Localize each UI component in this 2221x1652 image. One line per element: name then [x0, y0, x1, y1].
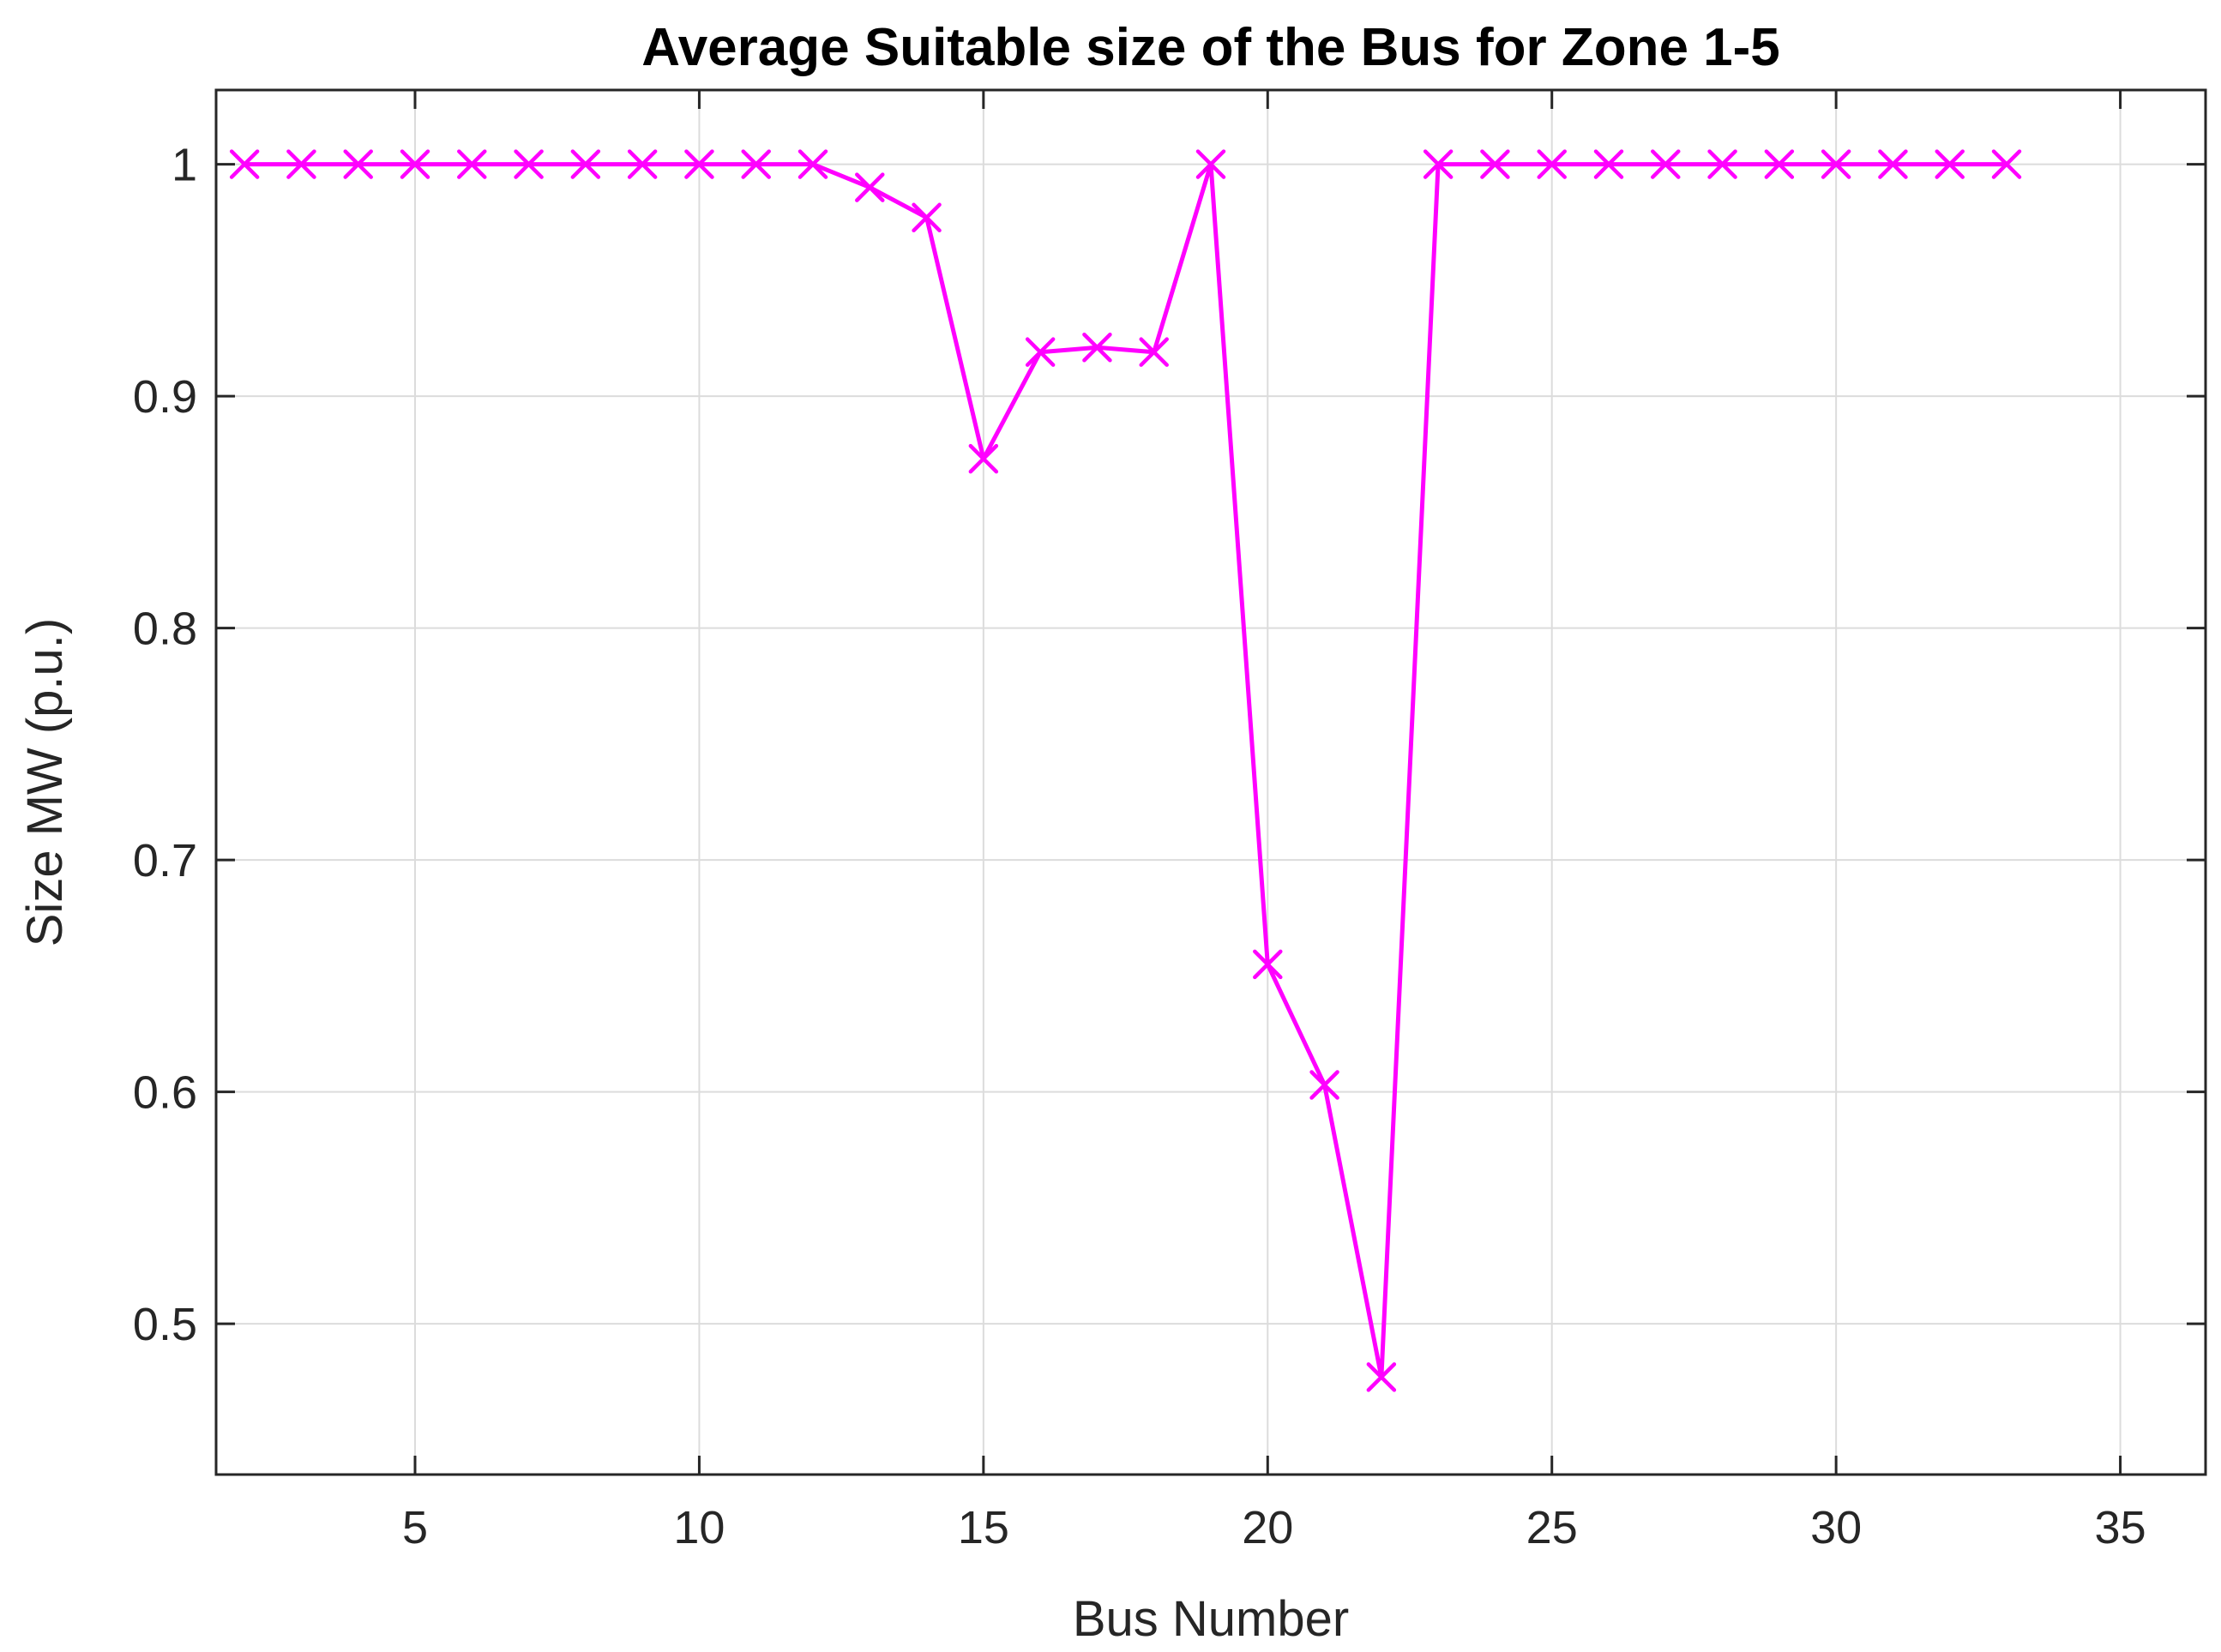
x-tick-label: 20 — [1242, 1502, 1293, 1553]
data-point-marker — [1195, 149, 1226, 179]
data-point-marker — [343, 149, 373, 179]
series-layer — [229, 149, 2022, 1392]
data-point-marker — [457, 149, 487, 179]
series-line — [244, 162, 2007, 1379]
data-point-marker — [1309, 1070, 1339, 1100]
plot-frame — [214, 88, 2207, 1476]
y-axis-label: Size MW (p.u.) — [17, 618, 73, 947]
data-point-marker — [400, 149, 430, 179]
y-tick-label: 1 — [172, 140, 197, 191]
x-axis-label: Bus Number — [1073, 1591, 1349, 1647]
data-point-marker — [1423, 149, 1454, 179]
data-point-marker — [570, 149, 601, 179]
y-tick-label: 0.8 — [133, 604, 197, 655]
data-point-marker — [1764, 149, 1795, 179]
data-point-marker — [1991, 149, 2022, 179]
data-point-marker — [1480, 149, 1510, 179]
data-point-marker — [1082, 333, 1112, 363]
x-tick-label: 30 — [1810, 1502, 1862, 1553]
x-tick-label: 35 — [2095, 1502, 2146, 1553]
chart-title: Average Suitable size of the Bus for Zon… — [641, 18, 1780, 77]
data-point-marker — [1935, 149, 1965, 179]
data-point-marker — [912, 202, 942, 233]
data-point-marker — [1139, 337, 1169, 367]
axis-ticks: 5 10 15 20 25 30 35 0.5 0.6 0.7 0.8 0.9 1 — [133, 90, 2206, 1553]
data-point-marker — [286, 149, 316, 179]
y-tick-label: 0.7 — [133, 835, 197, 886]
data-point-marker — [855, 172, 885, 202]
data-point-marker — [1253, 949, 1283, 980]
data-point-marker — [1821, 149, 1851, 179]
y-tick-label: 0.6 — [133, 1067, 197, 1119]
data-point-marker — [1537, 149, 1567, 179]
y-tick-label: 0.9 — [133, 371, 197, 423]
x-tick-label: 10 — [673, 1502, 725, 1553]
data-point-marker — [627, 149, 658, 179]
data-point-marker — [798, 149, 828, 179]
data-point-marker — [1025, 337, 1056, 367]
data-point-marker — [1593, 149, 1624, 179]
data-point-marker — [514, 149, 544, 179]
x-tick-label: 25 — [1526, 1502, 1578, 1553]
data-point-marker — [1707, 149, 1737, 179]
x-tick-label: 5 — [402, 1502, 428, 1553]
data-point-marker — [1878, 149, 1908, 179]
x-tick-label: 15 — [958, 1502, 1009, 1553]
data-point-marker — [968, 443, 999, 474]
data-point-marker — [1366, 1362, 1397, 1392]
data-point-marker — [684, 149, 714, 179]
y-tick-label: 0.5 — [133, 1299, 197, 1350]
data-point-marker — [741, 149, 771, 179]
data-point-marker — [229, 149, 260, 179]
data-point-marker — [1651, 149, 1681, 179]
